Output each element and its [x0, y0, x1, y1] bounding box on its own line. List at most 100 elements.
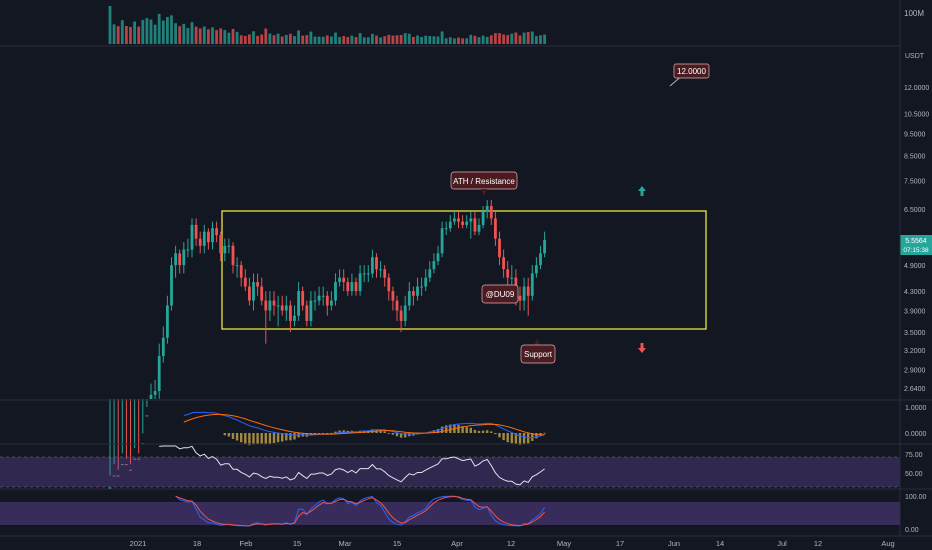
time-axis-label: Jul	[777, 539, 787, 548]
price-tick-label: 8.5000	[904, 154, 926, 161]
volume-bar	[539, 35, 542, 44]
macd-histogram-bar	[461, 426, 464, 433]
volume-bar	[243, 36, 247, 44]
macd-histogram-bar	[514, 433, 518, 445]
candle	[145, 399, 149, 417]
candle	[170, 257, 173, 311]
time-axis-label: 12	[507, 539, 515, 548]
volume-bar	[264, 28, 268, 44]
candle	[453, 212, 456, 225]
volume-pane: 100M	[108, 6, 924, 44]
macd-histogram-bar	[535, 433, 538, 439]
candle	[412, 286, 415, 306]
time-axis-label: 2021	[130, 539, 147, 548]
candle	[293, 305, 296, 327]
candle	[543, 231, 546, 258]
author-label: @DU09	[486, 290, 515, 299]
candle	[371, 249, 374, 278]
volume-bar	[444, 38, 448, 44]
macd-histogram-bar	[473, 429, 477, 433]
ath-resistance-label: ATH / Resistance	[453, 177, 515, 186]
volume-bar	[473, 35, 477, 44]
macd-histogram-bar	[387, 433, 390, 434]
volume-bar	[129, 26, 132, 44]
trading-range-box[interactable]	[221, 210, 707, 330]
volume-bar	[412, 36, 415, 44]
volume-bar	[133, 21, 136, 44]
candle	[120, 399, 124, 466]
macd-histogram-bar	[223, 433, 226, 436]
volume-bar	[202, 26, 206, 44]
volume-bar	[309, 31, 313, 44]
rsi-tick-75: 75.00	[905, 452, 923, 459]
candle	[211, 221, 214, 250]
time-axis-label: 15	[393, 539, 401, 548]
macd-histogram-bar	[322, 432, 325, 434]
volume-bar	[280, 36, 284, 44]
volume-bar	[252, 31, 255, 44]
macd-histogram-bar	[268, 433, 272, 444]
stoch-tick-100: 100.00	[905, 494, 927, 501]
price-tick-label: 3.9000	[904, 308, 926, 315]
macd-histogram-bar	[395, 433, 399, 437]
candle	[424, 269, 428, 292]
candle	[518, 286, 522, 311]
volume-bar	[313, 36, 317, 44]
rsi-pane: 75.00 50.00	[0, 445, 923, 488]
macd-histogram-bar	[469, 427, 472, 433]
macd-histogram-bar	[383, 431, 386, 433]
volume-bar	[432, 36, 436, 44]
candle	[166, 295, 169, 344]
volume-bar	[407, 33, 411, 44]
time-axis-label: 14	[716, 539, 724, 548]
rsi-band	[0, 457, 900, 487]
macd-histogram-bar	[281, 433, 284, 442]
candle	[256, 273, 259, 296]
price-tick-label: 12.0000	[904, 85, 929, 92]
macd-histogram-bar	[481, 430, 485, 433]
candle	[313, 291, 317, 311]
candle	[489, 200, 493, 225]
volume-bar	[420, 37, 423, 44]
macd-histogram-bar	[527, 433, 530, 444]
volume-bar	[489, 35, 493, 44]
macd-histogram-bar	[231, 433, 235, 439]
volume-bar	[362, 37, 366, 44]
macd-histogram-bar	[235, 433, 239, 441]
target-callout[interactable]: 12.0000	[673, 63, 710, 79]
volume-bar	[223, 30, 227, 44]
macd-histogram-bar	[506, 433, 509, 443]
ath-resistance-callout[interactable]: ATH / Resistance	[450, 171, 518, 196]
volume-bar	[436, 36, 440, 44]
candle	[461, 215, 464, 229]
volume-bar	[399, 34, 403, 44]
time-axis-label: 18	[193, 539, 201, 548]
macd-histogram-bar	[522, 433, 526, 444]
volume-bar	[350, 35, 354, 44]
volume-bar	[190, 22, 194, 44]
volume-bar	[543, 34, 546, 44]
volume-bar	[170, 15, 173, 44]
candle	[186, 238, 190, 258]
macd-histogram-bar	[338, 430, 341, 433]
candle	[108, 399, 112, 489]
macd-histogram-bar	[342, 430, 345, 433]
volume-bar	[477, 37, 481, 44]
volume-bar	[366, 37, 370, 44]
macd-histogram-bar	[330, 432, 333, 434]
macd-histogram-bar	[272, 433, 276, 444]
author-callout[interactable]: @DU09	[481, 284, 519, 304]
volume-bar	[383, 36, 387, 44]
candle	[506, 261, 510, 287]
volume-bar	[403, 33, 407, 44]
candle	[137, 399, 141, 460]
volume-bar	[514, 32, 518, 44]
volume-bar	[174, 23, 177, 44]
support-callout[interactable]: Support	[520, 339, 556, 364]
stoch-tick-0: 0.00	[905, 527, 919, 534]
candle	[301, 286, 305, 311]
volume-bar	[178, 26, 182, 44]
candle	[202, 224, 206, 254]
volume-bar	[272, 35, 276, 44]
